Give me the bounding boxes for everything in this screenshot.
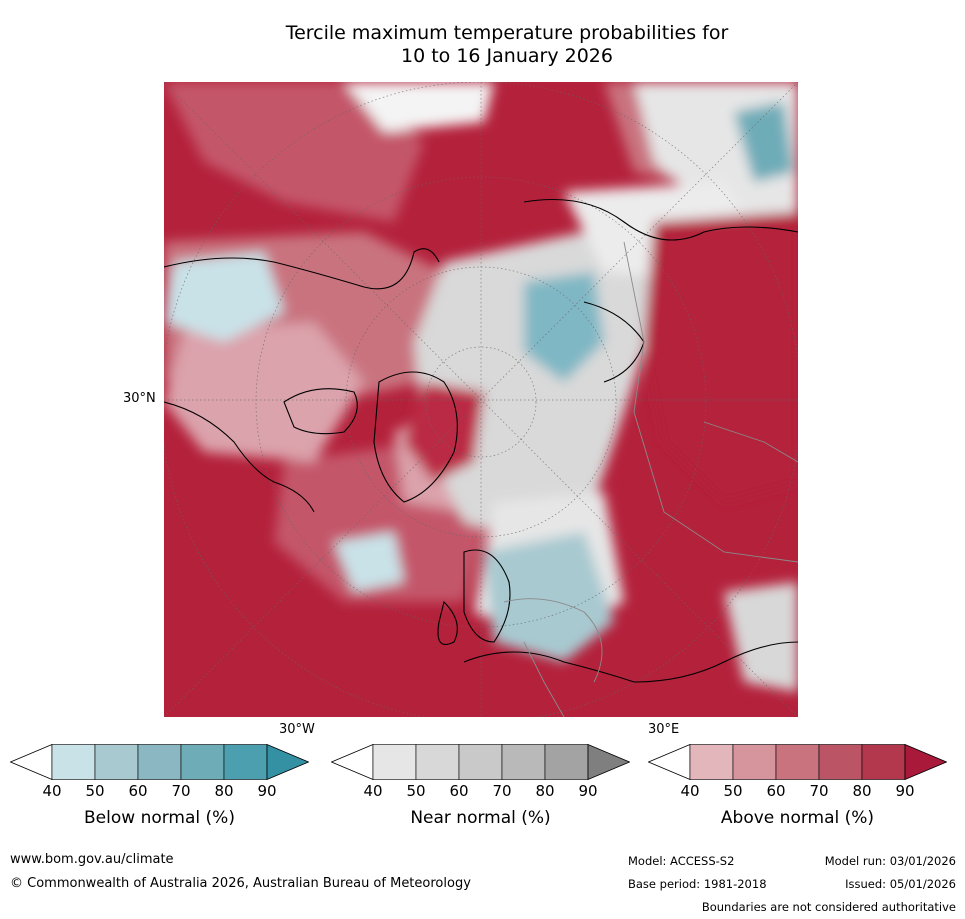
- near-normal-region: [414, 232, 664, 542]
- colorbar-segment: [51, 744, 96, 780]
- colorbar-segment: [732, 744, 777, 780]
- probability-fields: [164, 82, 798, 692]
- copyright: © Commonwealth of Australia 2026, Austra…: [10, 876, 471, 891]
- below-normal-region: [734, 102, 794, 182]
- coastlines: [164, 198, 798, 683]
- colorbar-tick-label: 90: [257, 782, 277, 800]
- colorbar-segment: [861, 744, 906, 780]
- colorbar-tick-label: 60: [449, 782, 469, 800]
- legend-2: 40 50 60 70 80 90 Near normal (%): [330, 743, 631, 828]
- country-border: [503, 598, 603, 683]
- legend-title: Below normal (%): [84, 808, 235, 828]
- colorbar-tick-label: 80: [535, 782, 555, 800]
- country-borders: [503, 241, 798, 717]
- above-strong-region: [644, 212, 798, 502]
- coastline-british-isles: [437, 600, 458, 646]
- colorbar-tick-label: 80: [214, 782, 234, 800]
- lon-label-30e: 30°E: [648, 722, 680, 737]
- colorbar-under-triangle: [330, 743, 374, 781]
- coastline-greenland: [373, 371, 458, 503]
- coastline-scandinavia: [463, 549, 511, 643]
- coastline-north-america: [164, 248, 440, 290]
- colorbar-under-triangle: [9, 743, 53, 781]
- below-normal-region: [524, 272, 604, 382]
- colorbar-tick-label: 80: [852, 782, 872, 800]
- below-normal-region: [334, 532, 404, 592]
- colorbar-segment: [94, 744, 139, 780]
- below-normal-region: [484, 532, 614, 662]
- boundary-disclaimer: Boundaries are not considered authoritat…: [701, 900, 956, 914]
- near-normal-region: [344, 82, 494, 132]
- colorbar-tick-label: 70: [492, 782, 512, 800]
- colorbar-segment: [689, 744, 734, 780]
- legend-1: 40 50 60 70 80 90 Below normal (%): [9, 743, 310, 828]
- colorbar-over-triangle: [266, 743, 310, 781]
- colorbar-segment: [775, 744, 820, 780]
- colorbar-tick-label: 40: [42, 782, 62, 800]
- colorbar: [647, 743, 948, 781]
- legend-title: Near normal (%): [410, 808, 551, 828]
- bom-url[interactable]: www.bom.gov.au/climate: [10, 852, 174, 867]
- colorbar-tick-label: 60: [128, 782, 148, 800]
- above-strong-region: [404, 382, 484, 482]
- coastline-north-america: [164, 401, 315, 513]
- title-line-2: 10 to 16 January 2026: [401, 45, 613, 67]
- above-mid-region: [164, 82, 424, 222]
- issued-date: Issued: 05/01/2026: [845, 877, 956, 891]
- legend-3: 40 50 60 70 80 90 Above normal (%): [647, 743, 948, 828]
- colorbar-segment: [501, 744, 546, 780]
- graticule: [164, 82, 798, 717]
- map-canvas: [164, 82, 798, 717]
- colorbar-segment: [180, 744, 225, 780]
- colorbar-segment: [415, 744, 460, 780]
- base-period: Base period: 1981-2018: [628, 877, 767, 891]
- coastline-siberia: [523, 198, 798, 241]
- colorbar-segment: [544, 744, 589, 780]
- colorbar-tick-label: 90: [895, 782, 915, 800]
- meridian: [164, 82, 798, 717]
- colorbar-under-triangle: [647, 743, 691, 781]
- colorbar-segment: [458, 744, 503, 780]
- lon-label-30w: 30°W: [279, 722, 315, 737]
- colorbar-over-triangle: [904, 743, 948, 781]
- colorbar-tick-label: 50: [406, 782, 426, 800]
- coastline-baffin-island: [283, 388, 358, 435]
- near-normal-region: [724, 582, 798, 692]
- colorbar-tick-label: 70: [809, 782, 829, 800]
- above-light-region: [164, 322, 364, 462]
- colorbar-tick-label: 90: [578, 782, 598, 800]
- colorbar-tick-label: 50: [723, 782, 743, 800]
- below-normal-region: [164, 252, 284, 342]
- latitude-circle: [345, 266, 617, 538]
- model-name: Model: ACCESS-S2: [628, 854, 735, 868]
- chart-title: Tercile maximum temperature probabilitie…: [164, 22, 850, 68]
- colorbar-tick-label: 40: [680, 782, 700, 800]
- colorbar-over-triangle: [587, 743, 631, 781]
- colorbar: [9, 743, 310, 781]
- coastline-europe: [463, 641, 798, 683]
- colorbar-tick-label: 50: [85, 782, 105, 800]
- colorbar-segment: [137, 744, 182, 780]
- colorbar-segment: [223, 744, 268, 780]
- country-border: [523, 641, 565, 717]
- lat-label-30n: 30°N: [123, 391, 156, 406]
- title-line-1: Tercile maximum temperature probabilitie…: [285, 22, 729, 44]
- colorbar-tick-label: 70: [171, 782, 191, 800]
- colorbar: [330, 743, 631, 781]
- colorbar-tick-label: 40: [363, 782, 383, 800]
- model-run: Model run: 03/01/2026: [824, 854, 956, 868]
- latitude-circle: [425, 346, 537, 458]
- colorbar-tick-label: 60: [766, 782, 786, 800]
- legend-title: Above normal (%): [720, 808, 875, 828]
- probability-map: [164, 82, 798, 717]
- country-border: [703, 421, 798, 463]
- country-border: [623, 241, 798, 563]
- colorbar-segment: [372, 744, 417, 780]
- colorbar-segment: [818, 744, 863, 780]
